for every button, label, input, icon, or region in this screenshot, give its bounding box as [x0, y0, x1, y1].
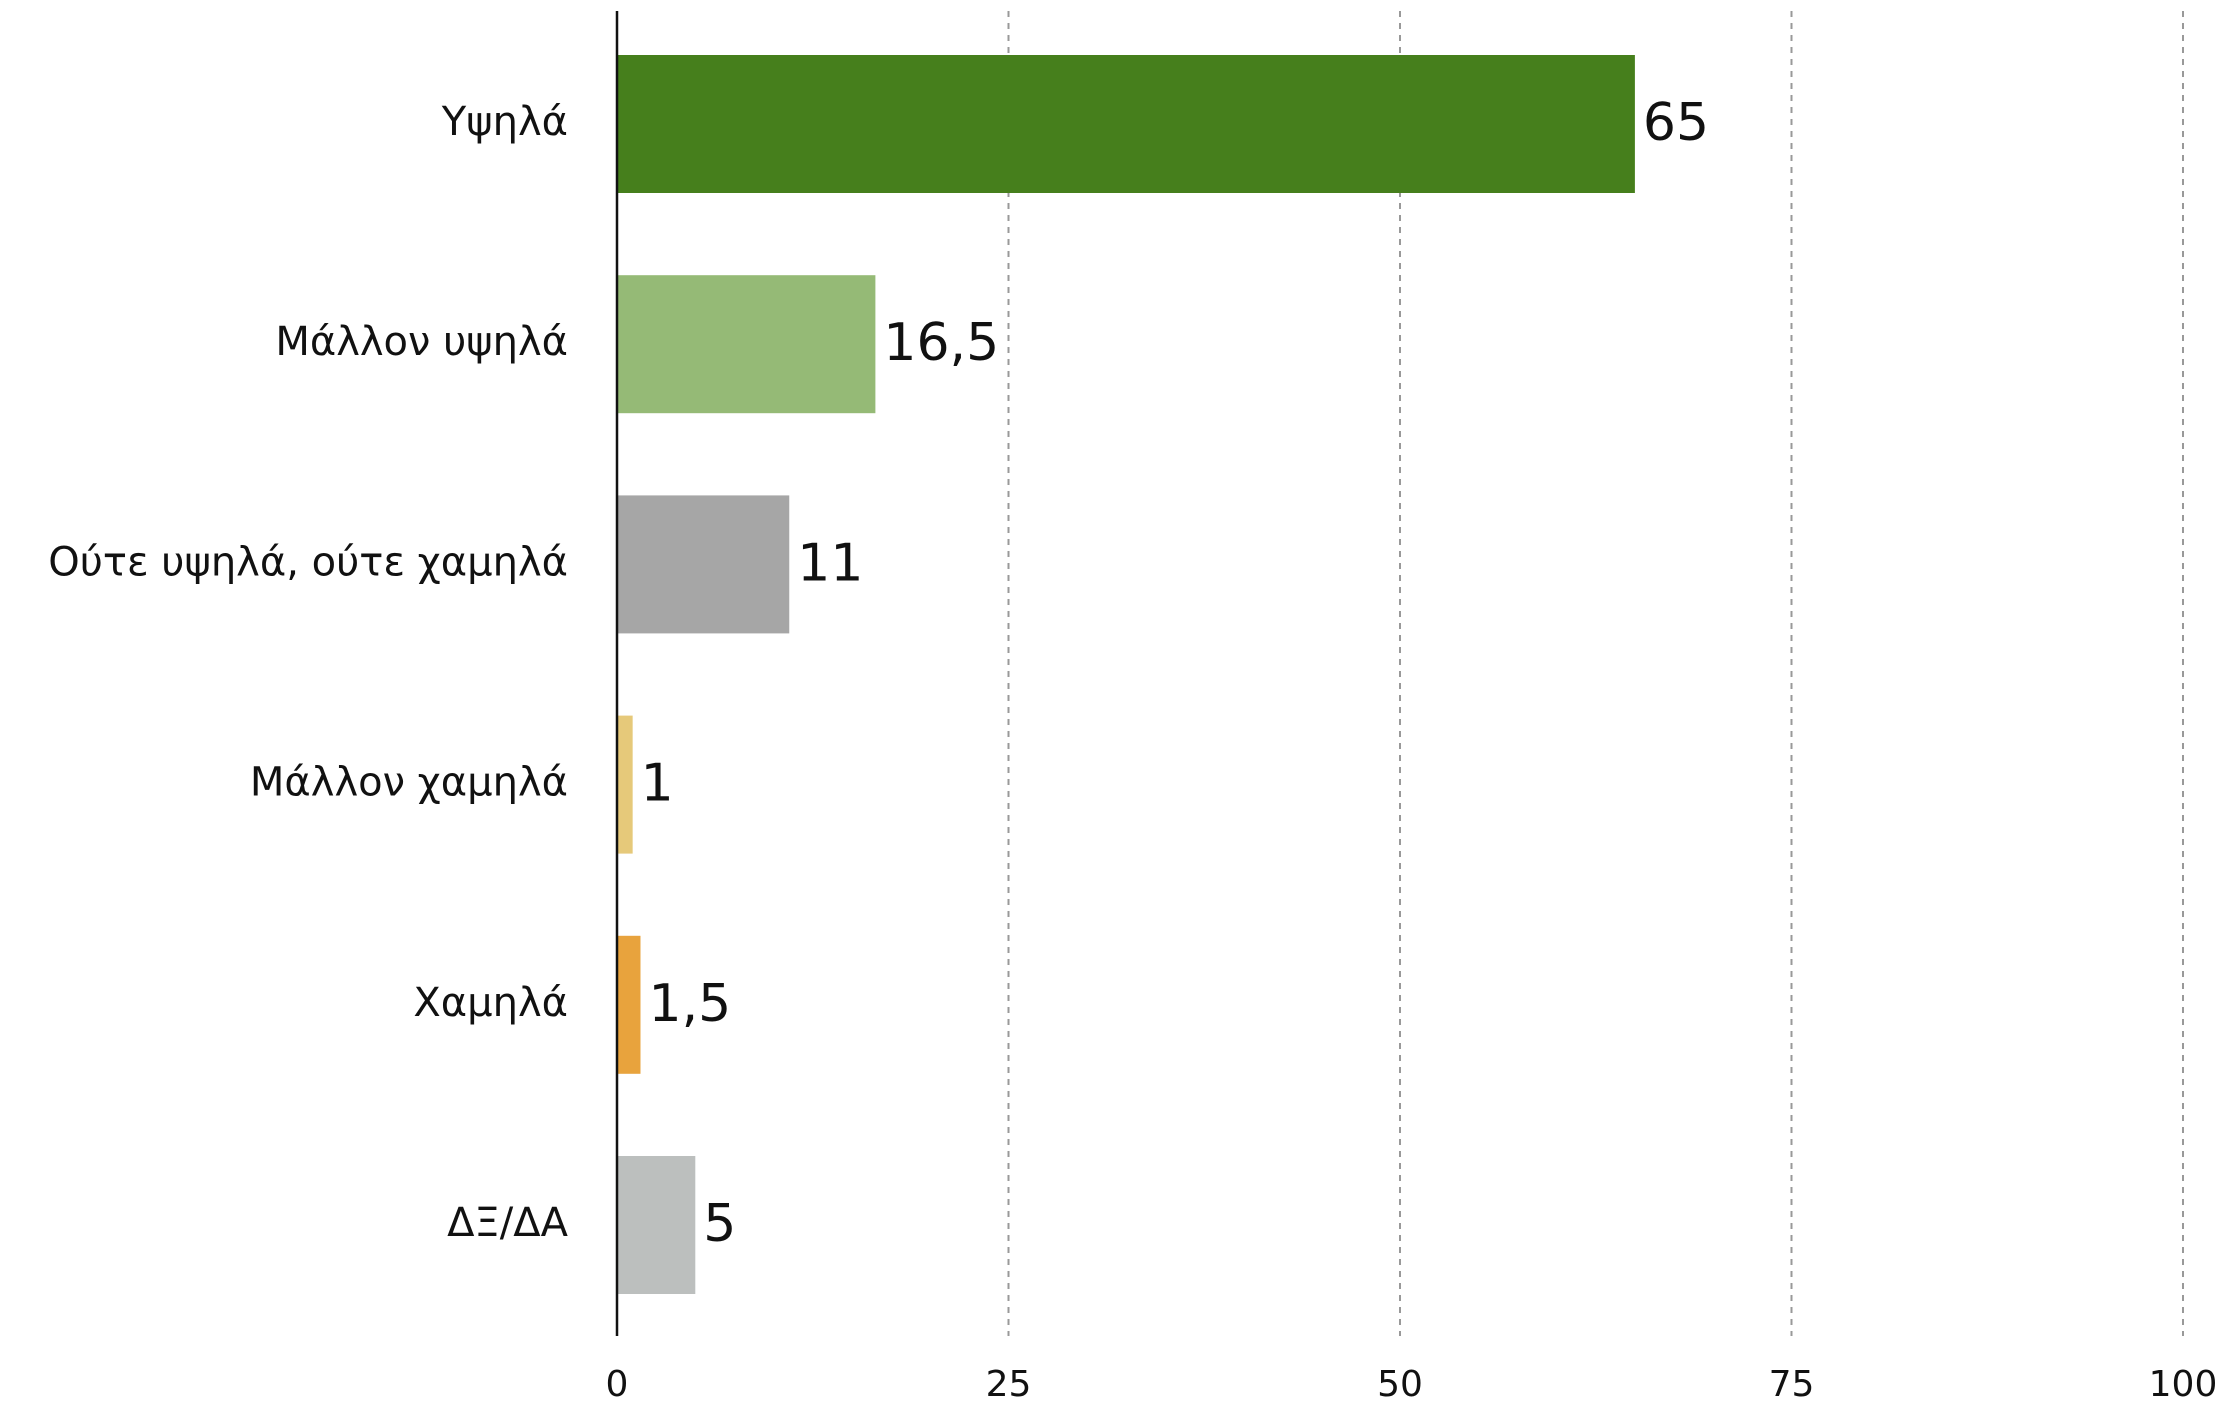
x-tick-label: 100 [2149, 1364, 2218, 1404]
category-label: Μάλλον υψηλά [275, 319, 568, 365]
category-label: Υψηλά [441, 99, 568, 145]
x-tick-label: 0 [606, 1364, 629, 1404]
value-label: 1 [641, 754, 674, 814]
value-label: 11 [797, 533, 863, 593]
x-tick-label: 50 [1377, 1364, 1423, 1404]
category-label: Ούτε υψηλά, ούτε χαμηλά [48, 539, 568, 585]
category-label: Χαμηλά [413, 980, 568, 1026]
bar [617, 935, 641, 1074]
value-label: 1,5 [648, 974, 731, 1034]
bar [617, 1156, 696, 1294]
bar [617, 275, 876, 414]
value-label: 65 [1643, 93, 1709, 153]
bar [617, 715, 633, 854]
bar [617, 495, 790, 634]
value-label: 16,5 [883, 313, 999, 373]
category-label: ΔΞ/ΔΑ [447, 1200, 568, 1246]
value-label: 5 [703, 1194, 736, 1254]
x-tick-label: 25 [986, 1364, 1032, 1404]
category-label: Μάλλον χαμηλά [250, 760, 568, 806]
x-tick-label: 75 [1769, 1364, 1815, 1404]
bar [617, 55, 1635, 193]
